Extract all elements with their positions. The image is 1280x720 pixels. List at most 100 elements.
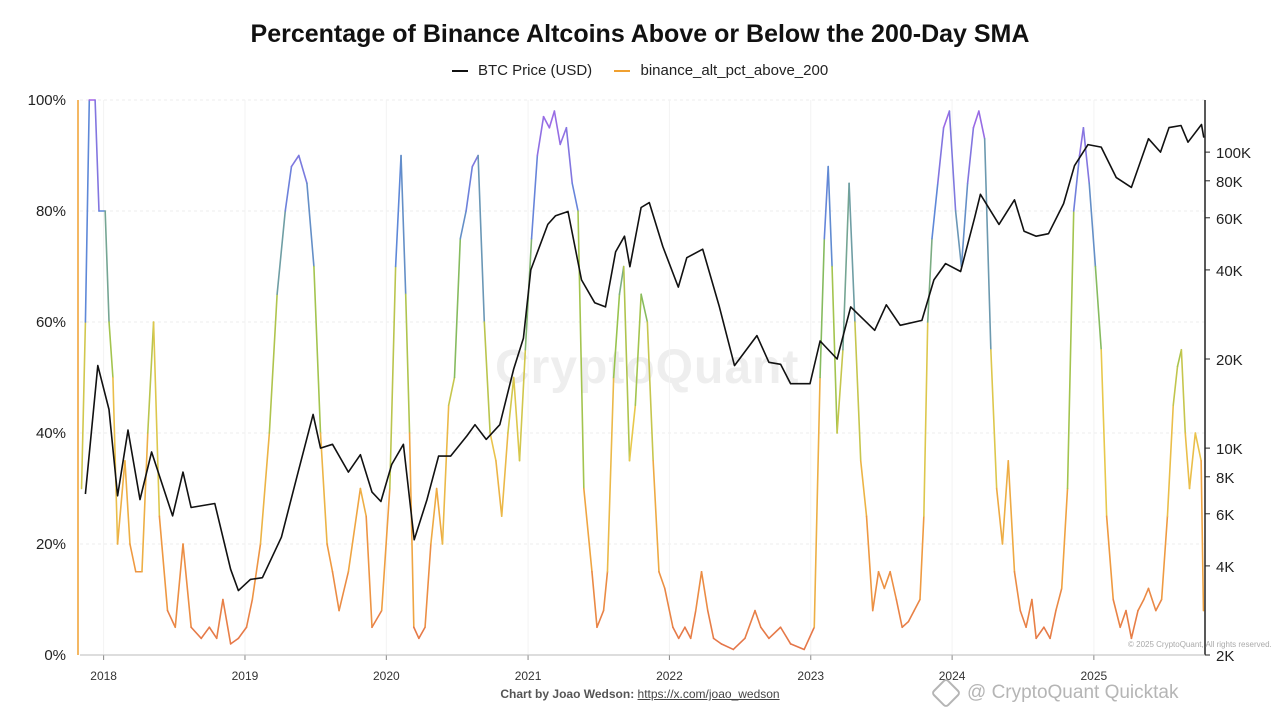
alt-pct-segment xyxy=(1031,598,1037,640)
alt-pct-segment xyxy=(284,165,293,212)
alt-pct-segment xyxy=(1105,515,1115,601)
alt-pct-segment xyxy=(80,321,87,490)
axes: 0% 20% 40% 60% 80% 100% 2018 2019 2020 2021 2022 20… xyxy=(28,92,1251,683)
alt-pct-segment xyxy=(371,609,383,629)
alt-pct-segment xyxy=(1019,609,1027,629)
alt-pct-segment xyxy=(1143,587,1150,601)
gridlines xyxy=(80,99,1205,655)
alt-pct-segment xyxy=(1025,598,1033,629)
y-left-tick-label: 100% xyxy=(28,92,66,109)
alt-pct-segment xyxy=(646,321,654,462)
alt-pct-segment xyxy=(1112,598,1121,629)
alt-pct-segment xyxy=(124,459,131,545)
alt-pct-segment xyxy=(571,182,579,212)
alt-pct-segment xyxy=(1119,609,1127,629)
alt-pct-segment xyxy=(827,165,833,268)
alt-pct-segment xyxy=(459,210,467,240)
alt-pct-segment xyxy=(418,626,426,640)
alt-pct-segment xyxy=(548,110,556,129)
legend-swatch-alt-pct xyxy=(614,70,631,73)
alt-pct-segment xyxy=(166,609,177,629)
alt-pct-segment xyxy=(152,321,161,518)
alt-pct-segment xyxy=(596,609,605,629)
alt-pct-segment xyxy=(94,99,100,212)
alt-pct-segment xyxy=(1166,404,1175,518)
alt-pct-segment xyxy=(634,293,642,407)
alt-pct-segment xyxy=(1072,154,1081,212)
alt-pct-segment xyxy=(1172,365,1179,407)
alt-pct-segment xyxy=(1060,487,1069,590)
alt-pct-segment xyxy=(1043,626,1051,640)
alt-pct-segment xyxy=(112,376,119,545)
alt-pct-segment xyxy=(842,182,850,351)
y-right-tick-label: 8K xyxy=(1216,470,1234,487)
alt-pct-segment xyxy=(347,487,362,573)
y-right-tick-label: 2K xyxy=(1216,648,1234,665)
alt-pct-segment xyxy=(553,110,562,146)
alt-pct-segment xyxy=(276,210,287,296)
alt-pct-segment xyxy=(465,165,474,212)
alt-pct-segment xyxy=(215,598,224,640)
alt-pct-segment xyxy=(744,609,756,640)
alt-pct-segment xyxy=(684,626,692,640)
alt-pct-segment xyxy=(689,609,697,640)
alt-pct-segment xyxy=(331,570,340,612)
chart-title: Percentage of Binance Altcoins Above or … xyxy=(250,20,1030,48)
alt-pct-segment xyxy=(865,515,874,612)
alt-pct-segment xyxy=(380,487,391,612)
alt-pct-segment xyxy=(104,210,110,323)
alt-pct-segment xyxy=(591,570,598,629)
y-left-tick-label: 20% xyxy=(36,536,66,553)
legend-item-btc[interactable]: BTC Price (USD) xyxy=(451,62,592,79)
alt-pct-segment xyxy=(871,570,880,612)
alt-pct-segment xyxy=(1001,459,1010,545)
alt-pct-segment xyxy=(923,321,929,518)
alt-pct-segment xyxy=(936,126,945,185)
alt-pct-segment xyxy=(1007,459,1016,573)
alt-pct-segment xyxy=(477,154,486,323)
cryptoquant-logo-watermark: CryptoQuant xyxy=(495,341,800,394)
alt-pct-segment xyxy=(404,293,411,434)
y-left-tick-label: 40% xyxy=(36,425,66,442)
alt-pct-segment xyxy=(542,115,551,129)
alt-pct-segment xyxy=(259,432,271,545)
alt-pct-segment xyxy=(819,237,826,379)
alt-pct-segment xyxy=(453,237,462,379)
y-right-tick-label: 60K xyxy=(1216,211,1243,228)
alt-pct-segment xyxy=(583,487,593,573)
alt-pct-segment xyxy=(190,626,203,640)
alt-pct-segment xyxy=(536,115,545,157)
x-tick-label: 2024 xyxy=(939,669,966,683)
alt-pct-segment xyxy=(208,626,218,640)
series-alt-pct xyxy=(80,99,1205,651)
alt-pct-segment xyxy=(694,570,703,612)
alt-pct-segment xyxy=(628,404,637,462)
alt-pct-segment xyxy=(245,598,254,629)
y-right-tick-label: 80K xyxy=(1216,174,1243,191)
alt-pct-segment xyxy=(948,110,957,212)
alt-pct-segment xyxy=(108,321,114,379)
chart-credit: Chart by Joao Wedson: https://x.com/joao… xyxy=(0,687,1280,701)
legend-label-alt-pct: binance_alt_pct_above_200 xyxy=(640,62,829,79)
watermark-label: @ CryptoQuant Quicktak xyxy=(967,682,1179,704)
x-tick-label: 2019 xyxy=(232,669,259,683)
legend: BTC Price (USD) binance_alt_pct_above_20… xyxy=(0,62,1280,79)
alt-pct-segment xyxy=(1035,626,1045,640)
legend-item-alt-pct[interactable]: binance_alt_pct_above_200 xyxy=(614,62,828,79)
alt-pct-segment xyxy=(530,154,539,240)
binance-logo-icon xyxy=(930,677,962,709)
credit-link[interactable]: https://x.com/joao_wedson xyxy=(637,687,780,701)
alt-pct-segment xyxy=(298,154,308,185)
alt-pct-segment xyxy=(706,609,715,640)
alt-pct-segment xyxy=(489,432,497,462)
alt-pct-segment xyxy=(338,570,350,612)
alt-pct-segment xyxy=(577,210,585,490)
alt-pct-segment xyxy=(926,237,933,323)
alt-pct-segment xyxy=(1094,265,1103,351)
alt-pct-segment xyxy=(1184,432,1191,490)
alt-pct-segment xyxy=(141,432,149,573)
series-btc xyxy=(84,123,1205,592)
alt-pct-segment xyxy=(116,459,126,545)
alt-pct-segment xyxy=(430,487,438,545)
alt-pct-segment xyxy=(1049,609,1057,640)
